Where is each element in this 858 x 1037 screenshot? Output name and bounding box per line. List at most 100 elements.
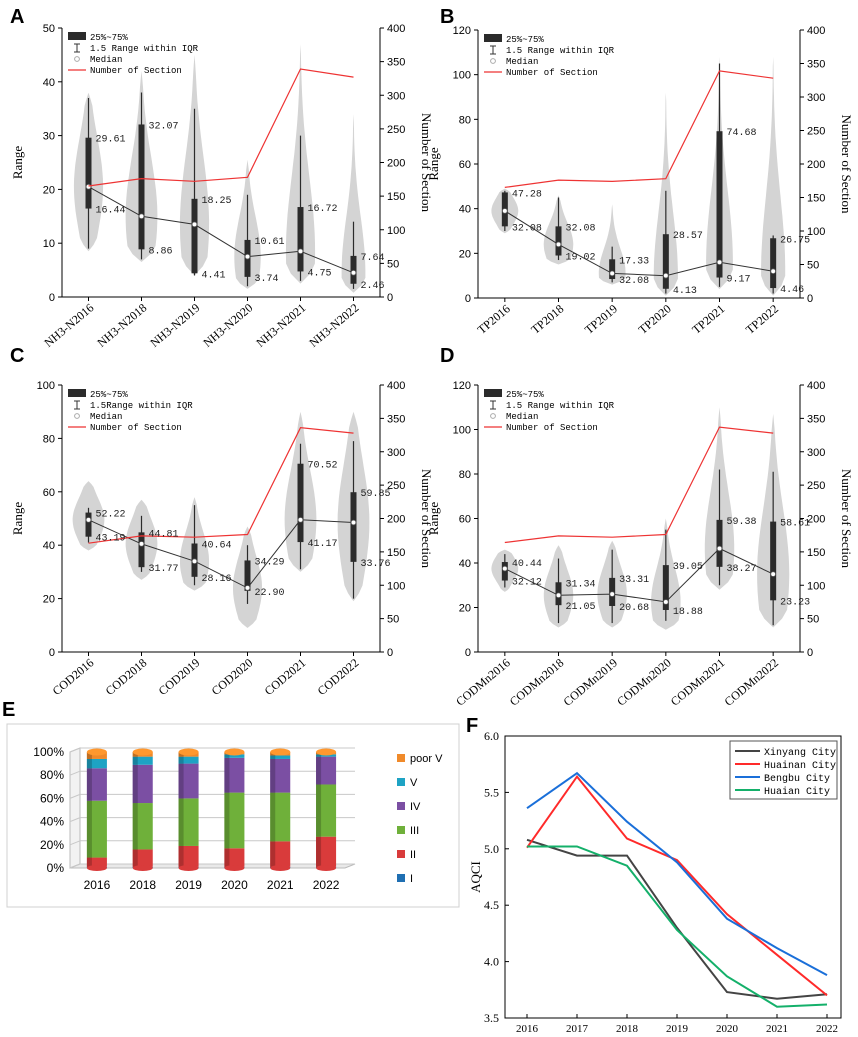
x-tick-label: 2017 bbox=[566, 1023, 589, 1035]
y2-tick-label: 200 bbox=[807, 159, 825, 171]
iqr-box bbox=[609, 259, 616, 280]
legend-median-swatch bbox=[74, 56, 80, 62]
y-tick-label: 3.5 bbox=[484, 1011, 499, 1025]
legend-section-label: Number of Section bbox=[90, 66, 182, 76]
x-tick-label: COD2022 bbox=[315, 656, 362, 698]
median-marker bbox=[350, 269, 357, 276]
grid-line bbox=[69, 863, 81, 869]
iqr-box bbox=[662, 565, 669, 610]
y2-tick-label: 200 bbox=[387, 514, 405, 526]
q25-label: 8.86 bbox=[149, 246, 173, 257]
q25-label: 4.13 bbox=[673, 286, 697, 297]
median-marker bbox=[350, 519, 357, 526]
median-marker bbox=[138, 541, 145, 547]
y-tick-label: 20 bbox=[459, 603, 471, 615]
bar-segment-shade bbox=[224, 792, 230, 849]
legend-label: I bbox=[410, 873, 413, 885]
y2-tick-label: 0 bbox=[387, 647, 393, 659]
q75-label: 32.07 bbox=[149, 121, 179, 132]
x-tick-label: TP2022 bbox=[743, 302, 781, 337]
x-tick-label: CODMn2016 bbox=[453, 656, 513, 709]
y-tick-label: 100% bbox=[33, 745, 64, 759]
iqr-box bbox=[716, 519, 723, 567]
y-tick-label: 4.5 bbox=[484, 898, 499, 912]
legend-swatch bbox=[397, 778, 405, 786]
q25-label: 4.41 bbox=[202, 270, 226, 281]
q75-label: 58.61 bbox=[780, 519, 810, 530]
bar-segment-shade bbox=[86, 752, 92, 759]
y2-tick-label: 250 bbox=[387, 124, 405, 136]
x-tick-label: CODMn2019 bbox=[561, 656, 621, 709]
y-tick-label: 30 bbox=[43, 131, 55, 143]
bar-segment-shade bbox=[270, 841, 276, 867]
y2-tick-label: 150 bbox=[807, 547, 825, 559]
floor bbox=[69, 863, 356, 869]
bar-top-cap bbox=[132, 748, 153, 756]
panel-label-c: C bbox=[10, 345, 24, 367]
q75-label: 34.29 bbox=[255, 557, 285, 568]
median-marker bbox=[297, 248, 304, 255]
bar-bottom-cap bbox=[316, 865, 337, 871]
bar-segment-v bbox=[86, 758, 107, 769]
q75-label: 18.25 bbox=[202, 196, 232, 207]
q75-label: 29.61 bbox=[96, 135, 126, 146]
x-tick-label: COD2016 bbox=[50, 656, 97, 698]
q75-label: 47.28 bbox=[512, 189, 542, 200]
y2-tick-label: 200 bbox=[387, 158, 405, 170]
x-tick-label: 2020 bbox=[716, 1023, 739, 1035]
x-tick-label: NH3-N2020 bbox=[200, 301, 255, 350]
legend-whisker-label: 1.5Range within IQR bbox=[90, 401, 193, 411]
y-tick-label: 0% bbox=[47, 861, 65, 875]
q25-label: 18.88 bbox=[673, 607, 703, 618]
y2-tick-label: 50 bbox=[387, 258, 399, 270]
bar-segment-shade bbox=[270, 792, 276, 842]
bar-segment-shade bbox=[178, 845, 184, 867]
y2-tick-label: 250 bbox=[807, 480, 825, 492]
grid-line bbox=[69, 747, 81, 753]
bar-top-cap bbox=[316, 748, 337, 756]
x-tick-label: COD2021 bbox=[262, 656, 309, 698]
y2-tick-label: 150 bbox=[387, 547, 405, 559]
y-tick-label: 20 bbox=[43, 594, 55, 606]
x-tick-label: 2018 bbox=[616, 1023, 639, 1035]
section-count-line bbox=[504, 70, 774, 188]
y-tick-label: 80 bbox=[43, 433, 55, 445]
bar-segment-shade bbox=[178, 798, 184, 846]
bar-bottom-cap bbox=[178, 865, 199, 871]
legend-section-label: Number of Section bbox=[506, 68, 598, 78]
legend-whisker-label: 1.5 Range within IQR bbox=[90, 44, 199, 54]
violin-panel-b: 47.28 32.08 32.08 19.02 17.33 32.08 28.57 4.13 7… bbox=[426, 25, 854, 337]
y2-axis-title: Number of Section bbox=[419, 113, 434, 212]
stacked-bar-panel: 0% 20% 40% 60% 80% 100% 2016 2018 2019 2020 2021 20… bbox=[6, 723, 460, 908]
x-tick-label: 2021 bbox=[766, 1023, 788, 1035]
bar-segment-shade bbox=[86, 768, 92, 801]
iqr-box bbox=[770, 238, 777, 289]
median-marker bbox=[609, 591, 615, 597]
x-tick-label: 2022 bbox=[313, 878, 340, 892]
series-line-4 bbox=[527, 845, 828, 1008]
y-tick-label: 5.5 bbox=[484, 785, 499, 799]
y-tick-label: 0 bbox=[465, 647, 471, 659]
y-tick-label: 6.0 bbox=[484, 729, 499, 743]
y-tick-label: 80 bbox=[459, 114, 471, 126]
legend-whisker-label: 1.5 Range within IQR bbox=[506, 401, 615, 411]
bar-segment-shade bbox=[86, 800, 92, 858]
median-marker bbox=[555, 592, 562, 599]
violin-shape bbox=[598, 204, 626, 285]
legend-label: Huainan City bbox=[764, 760, 836, 772]
chart-layer: 29.61 16.44 32.07 8.86 18.25 4.41 10.61 3.74 16.… bbox=[6, 23, 854, 1035]
q25-label: 43.19 bbox=[96, 534, 126, 545]
iqr-box bbox=[85, 512, 92, 537]
q75-label: 74.68 bbox=[727, 128, 757, 139]
q75-label: 59.85 bbox=[361, 489, 391, 500]
q75-label: 7.64 bbox=[361, 253, 385, 264]
legend-iqr-swatch bbox=[68, 389, 86, 397]
median-marker bbox=[770, 268, 776, 275]
x-tick-label: NH3-N2016 bbox=[41, 301, 96, 350]
y-tick-label: 0 bbox=[49, 647, 55, 659]
q75-label: 40.64 bbox=[202, 540, 232, 551]
grid-line bbox=[69, 840, 81, 846]
series-line-1 bbox=[526, 838, 828, 1000]
q25-label: 4.46 bbox=[780, 285, 804, 296]
